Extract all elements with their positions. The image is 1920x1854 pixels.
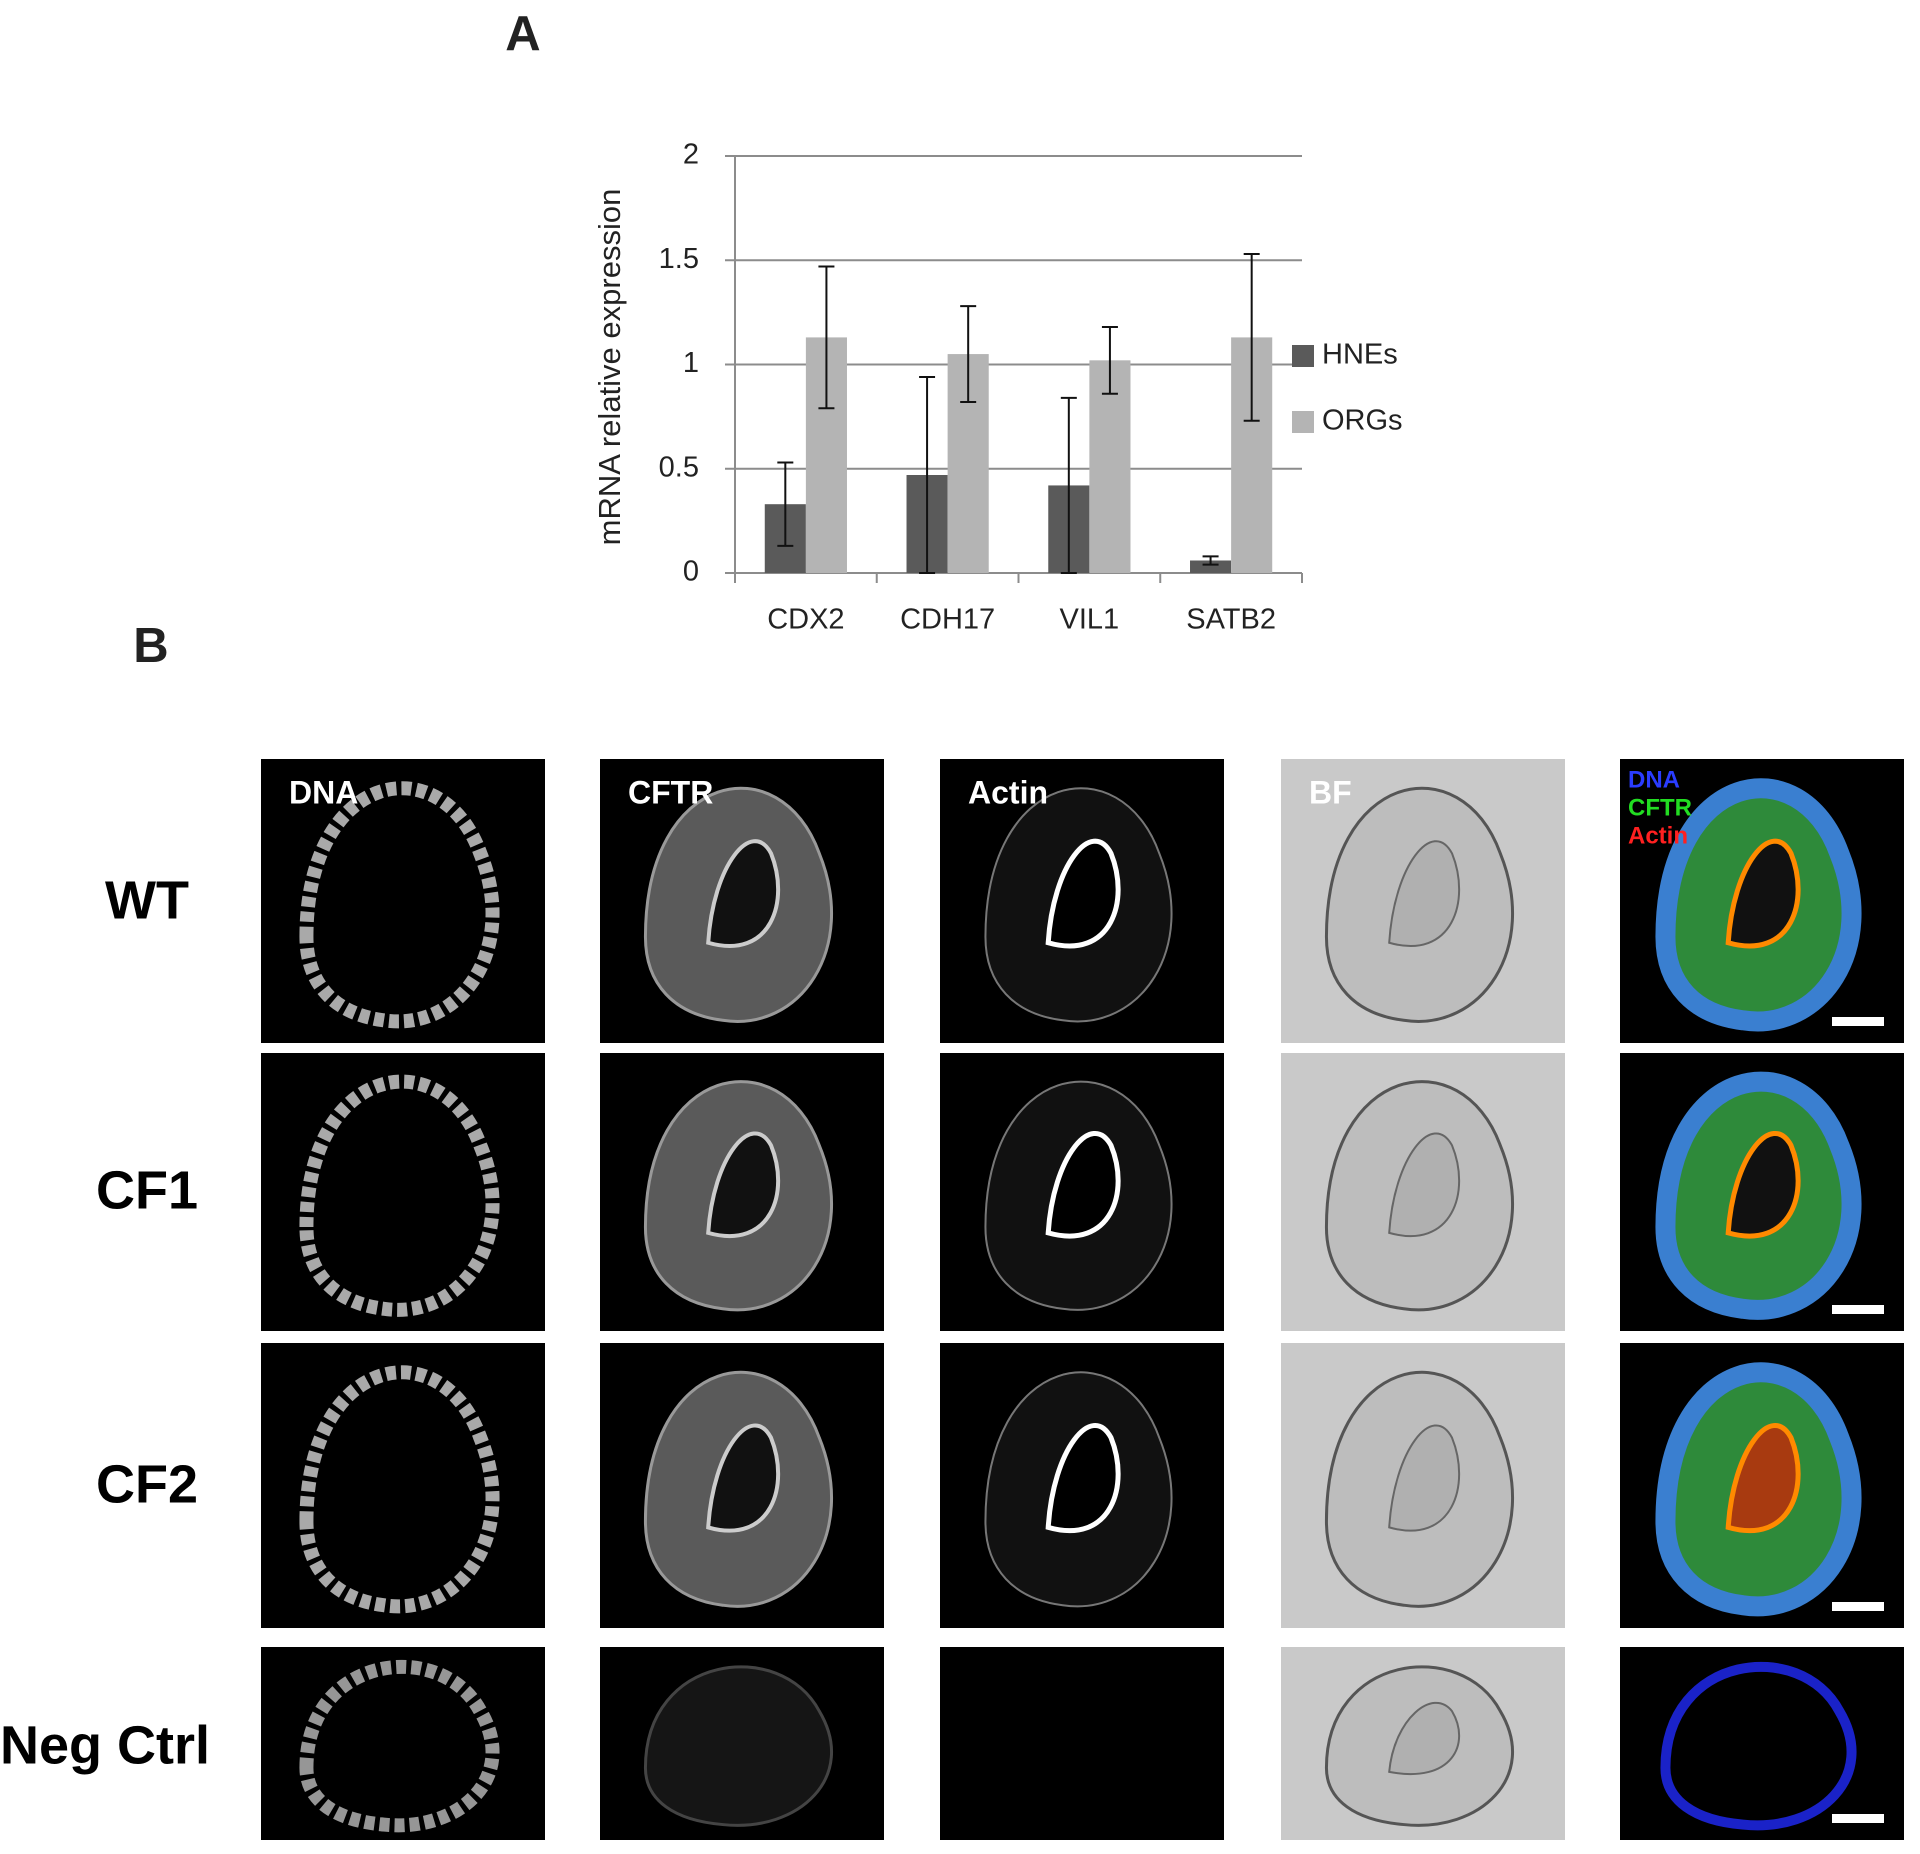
organoid-lumen bbox=[1725, 1423, 1801, 1534]
error-bar bbox=[1060, 396, 1077, 574]
legend-swatch bbox=[1292, 345, 1314, 367]
y-tick-label: 2 bbox=[683, 139, 699, 171]
x-tick-label: CDH17 bbox=[900, 604, 995, 636]
channel-label: CFTR bbox=[628, 774, 713, 810]
organoid-lumen bbox=[1388, 840, 1461, 947]
merge-channel-label: DNA bbox=[1628, 766, 1680, 793]
bar bbox=[1089, 360, 1131, 573]
organoid-lumen bbox=[1388, 1132, 1461, 1237]
organoid-lumen bbox=[1045, 1423, 1121, 1534]
organoid-outline bbox=[299, 1074, 500, 1317]
legend-label: HNEs bbox=[1322, 339, 1398, 371]
panel-label: B bbox=[133, 619, 168, 673]
organoid-lumen bbox=[706, 1423, 781, 1533]
legend-swatch bbox=[1292, 411, 1314, 433]
channel-label: DNA bbox=[289, 774, 358, 810]
organoid-lumen bbox=[1388, 1701, 1461, 1775]
y-tick-label: 0 bbox=[683, 556, 699, 588]
organoid-lumen bbox=[706, 839, 781, 948]
row-label: CF2 bbox=[96, 1454, 198, 1514]
merge-channel-label: Actin bbox=[1628, 822, 1688, 849]
scale-bar bbox=[1832, 1814, 1884, 1823]
error-bar bbox=[919, 376, 936, 574]
y-tick-label: 0.5 bbox=[659, 451, 699, 483]
bar bbox=[1190, 560, 1232, 573]
y-axis-label: mRNA relative expression bbox=[592, 189, 627, 546]
organoid-body bbox=[643, 1665, 833, 1827]
channel-label: Actin bbox=[968, 774, 1048, 810]
error-bar bbox=[1202, 555, 1219, 566]
row-label: Neg Ctrl bbox=[0, 1715, 210, 1775]
scale-bar bbox=[1832, 1017, 1884, 1026]
error-bar bbox=[777, 461, 794, 547]
organoid-lumen bbox=[706, 1131, 781, 1238]
channel-label: BF bbox=[1309, 774, 1352, 810]
error-bar bbox=[1101, 325, 1118, 395]
organoid-body bbox=[1660, 1661, 1857, 1831]
organoid-outline bbox=[299, 1659, 500, 1833]
y-tick-label: 1.5 bbox=[659, 243, 699, 275]
organoid-outline bbox=[299, 781, 500, 1029]
organoid-lumen bbox=[1045, 1131, 1121, 1239]
x-tick-label: SATB2 bbox=[1186, 604, 1276, 636]
y-tick-label: 1 bbox=[683, 347, 699, 379]
organoid-lumen bbox=[1725, 838, 1801, 949]
scale-bar bbox=[1832, 1305, 1884, 1314]
x-tick-label: VIL1 bbox=[1060, 604, 1120, 636]
scale-bar bbox=[1832, 1602, 1884, 1611]
x-tick-label: CDX2 bbox=[767, 604, 844, 636]
panel-label: A bbox=[505, 7, 540, 61]
error-bar bbox=[1243, 252, 1260, 422]
organoid-lumen bbox=[1725, 1131, 1801, 1239]
organoid-lumen bbox=[1388, 1424, 1461, 1532]
error-bar bbox=[818, 265, 835, 410]
error-bar bbox=[960, 305, 977, 404]
organoid-lumen bbox=[1045, 838, 1121, 949]
row-label: CF1 bbox=[96, 1160, 198, 1220]
micrograph bbox=[940, 1647, 1224, 1840]
legend-label: ORGs bbox=[1322, 405, 1403, 437]
row-label: WT bbox=[105, 870, 189, 930]
merge-channel-label: CFTR bbox=[1628, 794, 1692, 821]
